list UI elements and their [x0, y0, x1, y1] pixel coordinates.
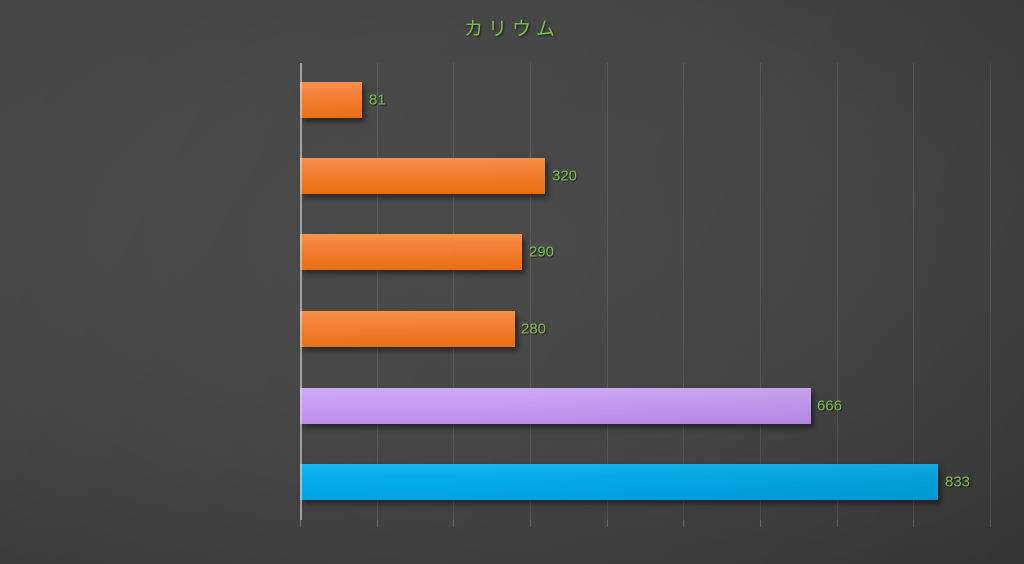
- tick-mark: [683, 520, 685, 527]
- bar-male-recommended[interactable]: [300, 464, 939, 500]
- bar-value-label: 833: [945, 473, 971, 491]
- gridline-700: [836, 63, 838, 520]
- axis-line-value-0: [300, 63, 302, 520]
- bar-female-recommended[interactable]: [300, 388, 811, 424]
- tick-mark: [836, 520, 838, 527]
- bar-value-label: 666: [817, 397, 843, 415]
- tick-mark: [913, 520, 915, 527]
- gridline-600: [760, 63, 761, 520]
- gridline-800: [913, 63, 915, 520]
- chart-title: カリウム: [463, 19, 560, 40]
- plot-area: 833 666 280 290 320 81 0 100 200 300 400…: [300, 63, 991, 527]
- tick-mark: [990, 520, 991, 527]
- bar-wagyu-shoulder-no-subcutaneous-fat[interactable]: [300, 234, 523, 270]
- tick-mark: [760, 520, 761, 527]
- bar-wagyu-shoulder-fat[interactable]: [300, 82, 363, 118]
- gridline-200: [453, 63, 455, 520]
- tick-mark: [530, 520, 531, 527]
- gridline-300: [530, 63, 531, 520]
- bar-value-label: 290: [529, 243, 555, 261]
- tick-mark: [453, 520, 455, 527]
- bar-value-label: 280: [521, 320, 547, 338]
- bar-value-label: 81: [369, 91, 386, 109]
- bar-wagyu-shoulder-lean[interactable]: [300, 158, 546, 194]
- bar-value-label: 320: [552, 167, 578, 185]
- gridline-900: [990, 63, 991, 520]
- gridline-100: [376, 63, 378, 520]
- tick-mark: [300, 520, 301, 527]
- tick-mark: [606, 520, 608, 527]
- gridline-400: [606, 63, 608, 520]
- tick-mark: [376, 520, 378, 527]
- bar-wagyu-shoulder-with-fat[interactable]: [300, 311, 515, 347]
- gridline-500: [683, 63, 685, 520]
